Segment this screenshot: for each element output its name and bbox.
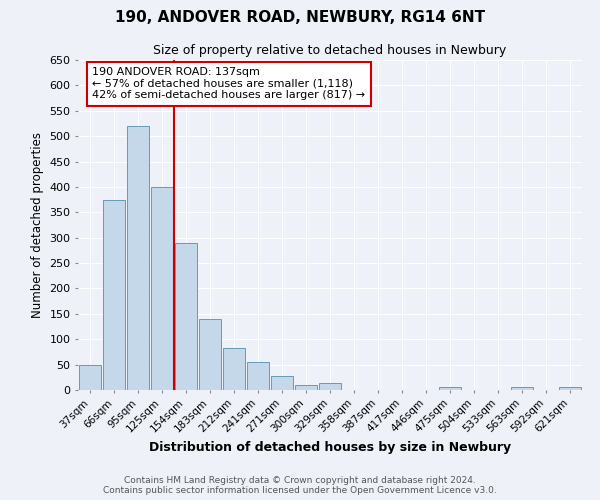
Title: Size of property relative to detached houses in Newbury: Size of property relative to detached ho… — [154, 44, 506, 58]
Bar — [319, 384, 341, 390]
Bar — [511, 388, 533, 390]
Bar — [103, 200, 125, 390]
X-axis label: Distribution of detached houses by size in Newbury: Distribution of detached houses by size … — [149, 442, 511, 454]
Bar — [127, 126, 149, 390]
Bar — [247, 362, 269, 390]
Bar — [79, 364, 101, 390]
Bar — [199, 319, 221, 390]
Bar — [175, 243, 197, 390]
Bar — [439, 388, 461, 390]
Bar — [223, 348, 245, 390]
Bar — [271, 376, 293, 390]
Text: 190 ANDOVER ROAD: 137sqm
← 57% of detached houses are smaller (1,118)
42% of sem: 190 ANDOVER ROAD: 137sqm ← 57% of detach… — [92, 67, 365, 100]
Text: 190, ANDOVER ROAD, NEWBURY, RG14 6NT: 190, ANDOVER ROAD, NEWBURY, RG14 6NT — [115, 10, 485, 25]
Bar — [295, 385, 317, 390]
Bar — [559, 388, 581, 390]
Y-axis label: Number of detached properties: Number of detached properties — [31, 132, 44, 318]
Text: Contains HM Land Registry data © Crown copyright and database right 2024.
Contai: Contains HM Land Registry data © Crown c… — [103, 476, 497, 495]
Bar — [151, 187, 173, 390]
